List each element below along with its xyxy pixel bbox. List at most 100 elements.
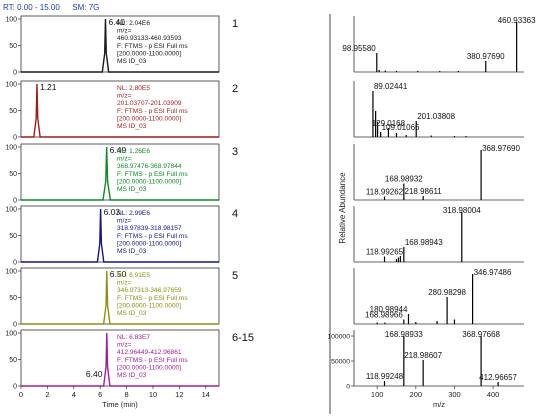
trace-info-line: 346.97313-346.97659 bbox=[117, 287, 182, 294]
y-tick-label: 50 bbox=[9, 43, 17, 50]
y-tick-label: 0 bbox=[13, 322, 17, 329]
peak-mz-label: 98.95580 bbox=[342, 44, 376, 53]
trace-info-line: NL: 6.83E7 bbox=[117, 334, 150, 341]
y-tick-label: 50 bbox=[9, 108, 17, 115]
x-tick-label: 10 bbox=[149, 390, 157, 399]
trace-info-line: MS ID_03 bbox=[117, 372, 147, 379]
trace-info-line: m/z= bbox=[117, 28, 132, 35]
peak-mz-label: 168.98933 bbox=[385, 330, 423, 339]
chromatogram-trace bbox=[21, 83, 219, 138]
y-tick-label: 50 bbox=[9, 171, 17, 178]
trace-info-line: NL: 2.80E5 bbox=[117, 85, 150, 92]
chromatogram-trace bbox=[21, 146, 219, 201]
y-tick-label: 100 bbox=[5, 331, 17, 338]
peak-mz-label: 118.99248 bbox=[366, 372, 404, 381]
y-tick-label: 0 bbox=[13, 384, 17, 391]
mass-spectrum-chart: 98.95580 380.97690 460.93363 89.02441 129.01… bbox=[327, 16, 536, 409]
peak-label: 6.50 bbox=[110, 269, 127, 279]
trace-info-line: NL: 2.04E6 bbox=[117, 20, 150, 27]
trace-info-line: [200.0000-1100.0000] bbox=[117, 302, 181, 309]
chromatogram-trace bbox=[21, 208, 219, 263]
peak-label: 6.40 bbox=[108, 17, 125, 27]
peak-mz-label: 280.98298 bbox=[428, 288, 466, 297]
x-tick-label: 8 bbox=[125, 390, 129, 399]
x-tick-label: 12 bbox=[175, 390, 183, 399]
spectrum-y-axis-label: Relative Abundance bbox=[338, 172, 347, 244]
trace-info-line: [200.0000-1100.0000] bbox=[117, 364, 181, 371]
y-tick-label: 100 bbox=[5, 269, 17, 276]
trace-info-line: m/z= bbox=[117, 156, 132, 163]
trace-info-line: F: FTMS - p ESI Full ms bbox=[117, 357, 188, 364]
trace-info-line: F: FTMS - p ESI Full ms bbox=[117, 108, 188, 115]
peak-mz-label: 168.98943 bbox=[405, 238, 443, 247]
y-tick-label: 100 bbox=[5, 17, 17, 24]
peak-mz-label: 180.98944 bbox=[370, 305, 408, 314]
peak-mz-label: 129.0168 bbox=[372, 119, 406, 128]
y-tick-label: 0 bbox=[13, 198, 17, 205]
trace-info-line: MS ID_03 bbox=[117, 58, 147, 65]
peak-mz-label: 380.97690 bbox=[467, 52, 505, 61]
x-axis-label: Time (min) bbox=[102, 400, 138, 409]
row-number-label: 2 bbox=[232, 83, 238, 95]
row-number-label: 3 bbox=[232, 146, 238, 158]
trace-info-line: m/z= bbox=[117, 218, 132, 225]
trace-info-line: [200.0000-1100.0000] bbox=[117, 178, 181, 185]
peak-mz-label: 460.93363 bbox=[498, 16, 536, 25]
peak-mz-label: 118.99265 bbox=[366, 248, 404, 257]
trace-info-line: [200.0000-1100.0000] bbox=[117, 240, 181, 247]
peak-mz-label: 168.98966 bbox=[365, 311, 403, 320]
peak-mz-label: 368.97668 bbox=[462, 330, 500, 339]
trace-info-line: F: FTMS - p ESI Full ms bbox=[117, 295, 188, 302]
peak-mz-label: 201.03808 bbox=[417, 112, 455, 121]
x-tick-label: 4 bbox=[72, 390, 76, 399]
chromatogram-trace bbox=[21, 332, 219, 387]
chromatogram-trace bbox=[21, 18, 219, 73]
trace-info-line: m/z= bbox=[117, 93, 132, 100]
sm-label: SM: bbox=[72, 3, 87, 12]
trace-info-line: 460.93133-460.93593 bbox=[117, 35, 182, 42]
row-number-label: 4 bbox=[232, 208, 238, 220]
rt-label: RT: bbox=[3, 3, 15, 12]
spectrum-x-axis-label: m/z bbox=[433, 400, 445, 409]
row-number-label: 1 bbox=[232, 18, 238, 30]
spectrum-x-tick-label: 400 bbox=[487, 390, 500, 399]
peak-mz-label: 368.97690 bbox=[482, 144, 520, 153]
trace-info-line: MS ID_03 bbox=[117, 248, 147, 255]
peak-mz-label: 218.98607 bbox=[404, 351, 442, 360]
peak-mz-label: 168.98932 bbox=[385, 175, 423, 184]
y-tick-label: 50 bbox=[9, 233, 17, 240]
trace-info-line: NL: 6.91E5 bbox=[117, 272, 150, 279]
x-tick-label: 0 bbox=[19, 390, 23, 399]
peak-mz-label: 218.98611 bbox=[405, 187, 443, 196]
row-number-label: 5 bbox=[232, 270, 238, 282]
peak-mz-label: 346.97486 bbox=[474, 268, 512, 277]
row-number-label: 6-15 bbox=[232, 332, 254, 344]
rt-range: 0.00 - 15.00 bbox=[17, 3, 60, 12]
peak-label: 1.21 bbox=[40, 82, 57, 92]
chromatogram-trace bbox=[21, 270, 219, 325]
y-tick-label: 100 bbox=[5, 82, 17, 89]
sm-value: 7G bbox=[88, 3, 100, 12]
peak-mz-label: 109.01066 bbox=[382, 123, 420, 132]
trace-info-line: NL: 1.26E6 bbox=[117, 148, 150, 155]
y-tick-label: 0 bbox=[13, 260, 17, 267]
trace-info-line: MS ID_03 bbox=[117, 186, 147, 193]
x-tick-label: 6 bbox=[98, 390, 102, 399]
trace-info-line: MS ID_03 bbox=[117, 123, 147, 130]
peak-mz-label: 118.99262 bbox=[366, 188, 404, 197]
peak-mz-label: 412.96657 bbox=[479, 373, 517, 382]
y-tick-label: 0 bbox=[13, 135, 17, 142]
y-tick-label: 100 bbox=[5, 207, 17, 214]
peak-label: 6.03 bbox=[104, 207, 121, 217]
trace-info-line: m/z= bbox=[117, 342, 132, 349]
spectrum-y-tick-label: 0 bbox=[346, 384, 350, 391]
trace-info-line: [200.0000-1100.0000] bbox=[117, 115, 181, 122]
trace-info-line: [200.0000-1100.0000] bbox=[117, 50, 181, 57]
y-tick-label: 100 bbox=[5, 145, 17, 152]
trace-info-line: NL: 2.99E6 bbox=[117, 210, 150, 217]
spectrum-x-tick-label: 200 bbox=[410, 390, 423, 399]
trace-info-line: F: FTMS - p ESI Full ms bbox=[117, 43, 188, 50]
trace-info-line: m/z= bbox=[117, 280, 132, 287]
trace-info-line: 368.97476-368.97844 bbox=[117, 163, 182, 170]
